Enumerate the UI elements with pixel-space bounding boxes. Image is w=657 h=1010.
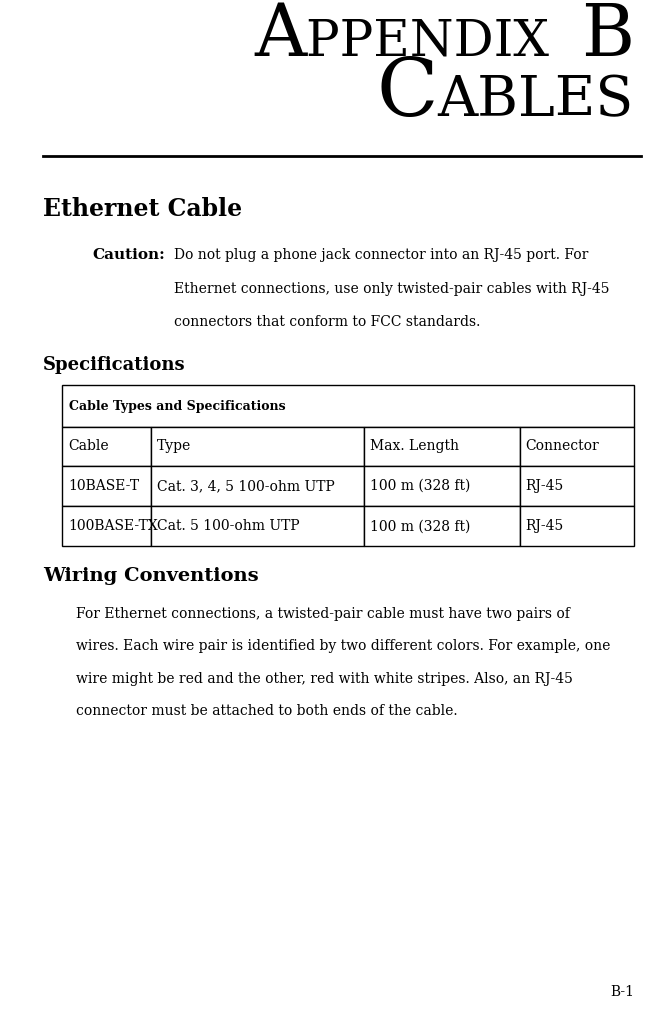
Text: Cat. 5 100-ohm UTP: Cat. 5 100-ohm UTP (157, 519, 300, 533)
FancyBboxPatch shape (62, 506, 151, 546)
FancyBboxPatch shape (364, 466, 520, 506)
Text: PPENDIX: PPENDIX (306, 17, 581, 67)
Text: 100BASE-TX: 100BASE-TX (68, 519, 158, 533)
FancyBboxPatch shape (520, 506, 634, 546)
FancyBboxPatch shape (62, 466, 151, 506)
Text: wire might be red and the other, red with white stripes. Also, an RJ-45: wire might be red and the other, red wit… (76, 672, 572, 686)
Text: Caution:: Caution: (92, 248, 165, 263)
Text: RJ-45: RJ-45 (526, 479, 564, 493)
FancyBboxPatch shape (62, 427, 151, 466)
Text: B: B (581, 0, 634, 71)
Text: Cable: Cable (68, 439, 109, 453)
FancyBboxPatch shape (151, 506, 364, 546)
FancyBboxPatch shape (364, 427, 520, 466)
FancyBboxPatch shape (151, 427, 364, 466)
FancyBboxPatch shape (62, 385, 634, 427)
Text: Ethernet connections, use only twisted-pair cables with RJ-45: Ethernet connections, use only twisted-p… (174, 282, 610, 296)
Text: Connector: Connector (526, 439, 599, 453)
Text: Cable Types and Specifications: Cable Types and Specifications (69, 400, 286, 412)
Text: 10BASE-T: 10BASE-T (68, 479, 139, 493)
Text: 100 m (328 ft): 100 m (328 ft) (370, 519, 470, 533)
Text: Ethernet Cable: Ethernet Cable (43, 197, 242, 221)
Text: For Ethernet connections, a twisted-pair cable must have two pairs of: For Ethernet connections, a twisted-pair… (76, 607, 570, 621)
Text: Wiring Conventions: Wiring Conventions (43, 567, 258, 585)
Text: Max. Length: Max. Length (370, 439, 459, 453)
Text: B-1: B-1 (610, 985, 634, 999)
Text: connector must be attached to both ends of the cable.: connector must be attached to both ends … (76, 704, 457, 718)
Text: ABLES: ABLES (438, 74, 634, 128)
Text: connectors that conform to FCC standards.: connectors that conform to FCC standards… (174, 315, 480, 329)
FancyBboxPatch shape (151, 466, 364, 506)
Text: Do not plug a phone jack connector into an RJ-45 port. For: Do not plug a phone jack connector into … (174, 248, 589, 263)
Text: C: C (376, 56, 438, 133)
Text: Cat. 3, 4, 5 100-ohm UTP: Cat. 3, 4, 5 100-ohm UTP (157, 479, 335, 493)
FancyBboxPatch shape (520, 466, 634, 506)
Text: RJ-45: RJ-45 (526, 519, 564, 533)
Text: Specifications: Specifications (43, 356, 185, 374)
Text: Type: Type (157, 439, 191, 453)
FancyBboxPatch shape (364, 506, 520, 546)
FancyBboxPatch shape (520, 427, 634, 466)
Text: 100 m (328 ft): 100 m (328 ft) (370, 479, 470, 493)
Text: A: A (254, 0, 306, 71)
Text: wires. Each wire pair is identified by two different colors. For example, one: wires. Each wire pair is identified by t… (76, 639, 610, 653)
